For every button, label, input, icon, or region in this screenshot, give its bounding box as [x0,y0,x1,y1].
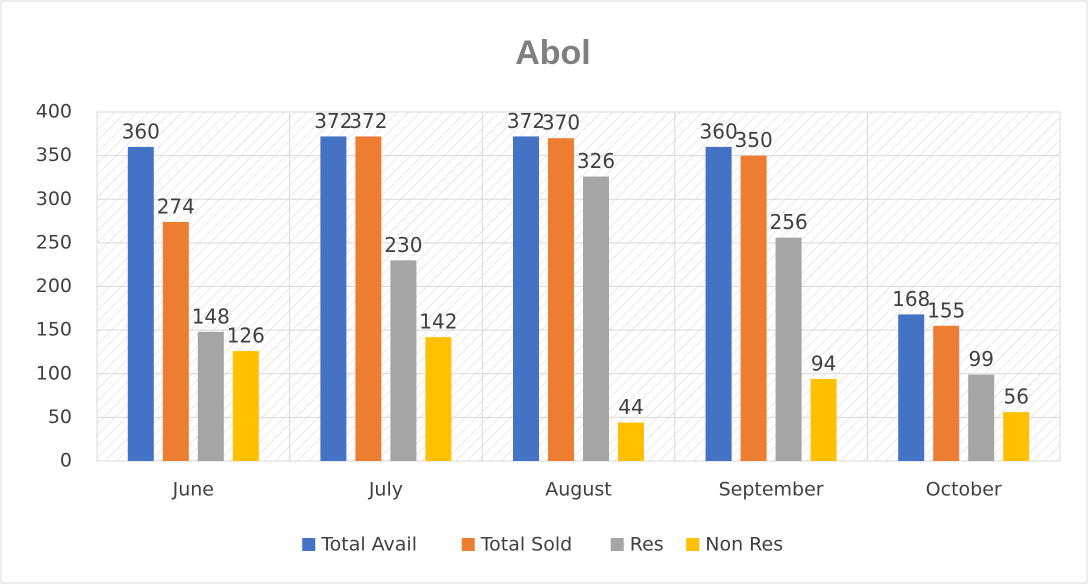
bar [1003,412,1030,461]
x-tick-label: October [926,479,1002,501]
legend-swatch [302,538,316,551]
chart-title: Abol [515,34,591,72]
data-label: 372 [349,109,387,133]
bar [513,136,539,461]
bar [425,337,452,461]
data-label: 44 [618,395,643,419]
x-tick-label: August [545,479,612,501]
data-label: 350 [735,128,773,152]
bar [548,138,574,462]
bar [810,378,837,461]
data-label: 168 [892,287,930,311]
bar [355,136,382,461]
y-tick-label: 50 [48,406,72,428]
data-label: 99 [968,347,993,371]
bar [933,325,960,461]
data-label: 372 [507,109,545,133]
data-label: 274 [157,194,195,218]
y-tick-label: 300 [36,188,72,210]
bar [618,422,644,461]
x-tick-label: September [719,479,824,501]
legend-swatch [610,538,624,551]
y-tick-label: 250 [36,231,72,253]
data-label: 148 [192,304,230,328]
data-label: 142 [419,310,457,334]
data-label: 256 [770,210,808,234]
data-label: 56 [1003,385,1028,409]
y-tick-label: 400 [36,101,72,123]
data-label: 372 [314,109,352,133]
data-label: 360 [700,119,738,143]
legend-label: Non Res [705,534,783,556]
legend-swatch [686,538,700,551]
y-tick-label: 0 [60,450,72,472]
y-tick-label: 150 [36,319,72,341]
bar [968,374,995,461]
bar [583,176,609,461]
data-label: 155 [927,298,965,322]
data-label: 94 [811,351,836,375]
bar [740,155,767,461]
bar [898,314,925,461]
data-label: 370 [542,111,580,135]
data-label: 360 [122,119,160,143]
legend-label: Total Avail [320,534,417,556]
data-label: 230 [384,233,422,257]
data-label: 326 [577,149,615,173]
x-tick-label: July [368,479,403,501]
x-tick-label: June [172,479,214,501]
y-tick-label: 100 [36,362,72,384]
legend-label: Res [630,534,664,556]
bar [162,221,189,461]
bar [320,136,347,461]
bar [390,260,417,461]
bar [232,351,259,461]
legend-label: Total Sold [480,534,572,556]
bar [127,146,154,461]
y-tick-label: 200 [36,275,72,297]
bar [197,331,224,461]
bar [775,237,802,461]
y-tick-label: 350 [36,144,72,166]
data-label: 126 [227,324,265,348]
bar [705,146,732,461]
legend-swatch [461,538,475,551]
